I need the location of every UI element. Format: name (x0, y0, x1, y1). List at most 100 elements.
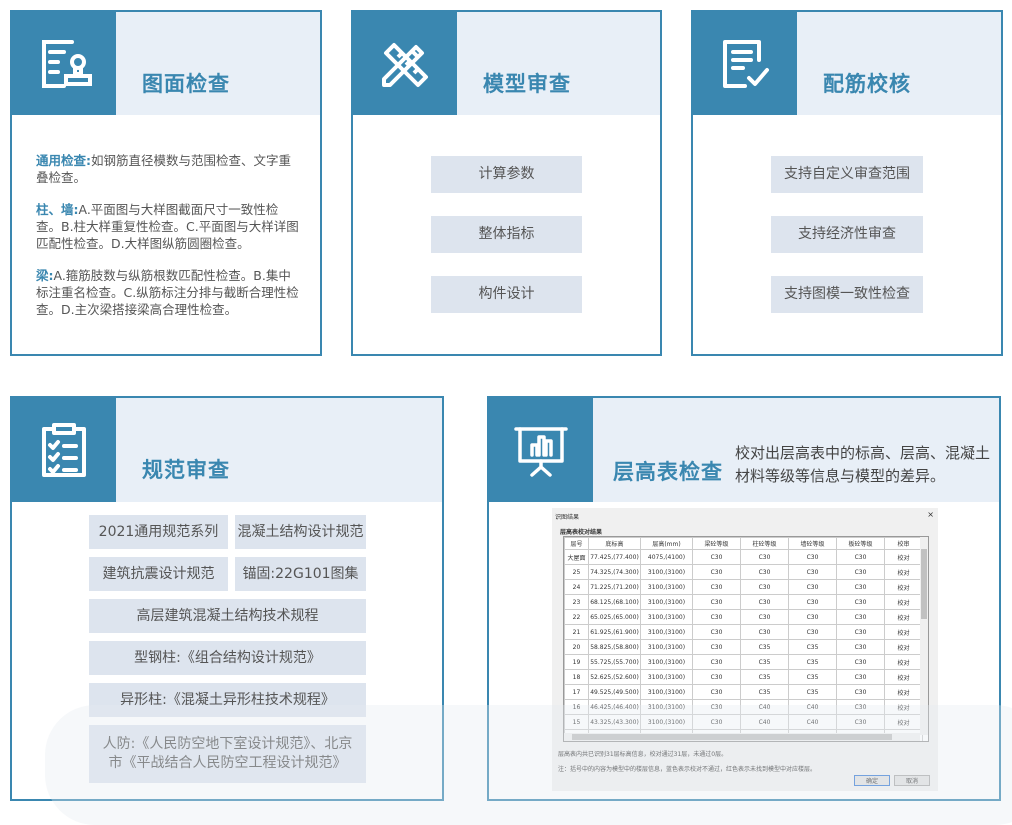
table-row[interactable]: 22 65.025,(65.000) 3100,(3100) C30 C30 C30 C30… (564, 609, 923, 625)
table-cell: C30 (836, 654, 885, 670)
vertical-scrollbar[interactable] (920, 537, 928, 735)
table-row[interactable]: 25 74.325,(74.300) 3100,(3100) C30 C30 C30 C30… (564, 564, 923, 580)
drawing-check-description: 通用检查:如钢筋直径模数与范围检查、文字重叠检查。 柱、墙:A.平面图与大样图截… (36, 152, 300, 333)
table-cell: 15 (564, 714, 589, 730)
table-cell: 校对 (884, 594, 923, 610)
summary-text: 层高表内共已识别31层标高信息，校对通过31层，未通过0层。 (558, 751, 728, 758)
table-row[interactable]: 15 43.325,(43.300) 3100,(3100) C30 C40 C40 C30… (564, 714, 923, 730)
table-cell: 21 (564, 624, 589, 640)
table-cell: C30 (788, 579, 837, 595)
table-cell: C30 (692, 549, 741, 565)
table-cell: 3100,(3100) (640, 564, 693, 580)
close-icon[interactable]: × (927, 510, 934, 519)
table-cell: 3100,(3100) (640, 609, 693, 625)
cancel-button[interactable]: 取消 (894, 775, 930, 786)
column-header[interactable]: 柱砼等级 (740, 537, 789, 550)
result-table: 层号 底标高 层高(mm) 梁砼等级 柱砼等级 墙砼等级 板砼等级 校审大屋面 77.425,(… (563, 536, 929, 742)
section-text: A.平面图与大样图截面尺寸一致性检查。B.柱大样重复性检查。C.平面图与大样详图… (36, 202, 299, 251)
table-cell: C30 (836, 549, 885, 565)
table-cell: C35 (788, 669, 837, 685)
table-cell: 3100,(3100) (640, 699, 693, 715)
table-cell: 大屋面 (564, 549, 589, 565)
horizontal-scrollbar[interactable] (564, 733, 920, 741)
table-cell: C40 (788, 699, 837, 715)
table-cell: C30 (836, 639, 885, 655)
table-cell: 24 (564, 579, 589, 595)
column-header[interactable]: 墙砼等级 (788, 537, 837, 550)
table-cell: 25 (564, 564, 589, 580)
table-row[interactable]: 21 61.925,(61.900) 3100,(3100) C30 C30 C30 C30… (564, 624, 923, 640)
code-item[interactable]: 型钢柱:《组合结构设计规范》 (89, 641, 366, 675)
column-header[interactable]: 层号 (564, 537, 589, 550)
ok-button[interactable]: 确定 (854, 775, 890, 786)
table-cell: 20 (564, 639, 589, 655)
table-cell: C35 (788, 639, 837, 655)
code-item[interactable]: 异形柱:《混凝土异形柱技术规程》 (89, 683, 366, 717)
code-item[interactable]: 高层建筑混凝土结构技术规程 (89, 599, 366, 633)
table-row[interactable]: 18 52.625,(52.600) 3100,(3100) C30 C35 C35 C30… (564, 669, 923, 685)
card-title: 模型审查 (483, 72, 571, 96)
table-cell: 23 (564, 594, 589, 610)
member-design-item[interactable]: 构件设计 (431, 276, 582, 313)
table-cell: C30 (740, 564, 789, 580)
table-cell: C30 (836, 699, 885, 715)
column-header[interactable]: 校审 (884, 537, 923, 550)
drawing-model-consistency-item[interactable]: 支持图模一致性检查 (771, 276, 923, 313)
table-cell: 77.425,(77.400) (588, 549, 641, 565)
table-row[interactable]: 20 58.825,(58.800) 3100,(3100) C30 C35 C35 C30… (564, 639, 923, 655)
table-row[interactable]: 24 71.225,(71.200) 3100,(3100) C30 C30 C30 C30… (564, 579, 923, 595)
table-cell: 校对 (884, 639, 923, 655)
column-header[interactable]: 板砼等级 (836, 537, 885, 550)
table-cell: 校对 (884, 699, 923, 715)
table-cell: 68.125,(68.100) (588, 594, 641, 610)
calc-params-item[interactable]: 计算参数 (431, 156, 582, 193)
table-cell: 46.425,(46.400) (588, 699, 641, 715)
table-cell: C30 (692, 699, 741, 715)
code-item[interactable]: 混凝土结构设计规范 (235, 515, 366, 549)
model-review-card: 模型审查 计算参数 整体指标 构件设计 (351, 10, 662, 356)
table-cell: C35 (740, 639, 789, 655)
custom-scope-item[interactable]: 支持自定义审查范围 (771, 156, 923, 193)
table-cell: 58.825,(58.800) (588, 639, 641, 655)
card-header: 配筋校核 (693, 12, 1001, 115)
table-cell: C30 (740, 594, 789, 610)
table-cell: 校对 (884, 624, 923, 640)
card-title: 图面检查 (142, 72, 230, 96)
group-label: 层高表校对结果 (560, 529, 603, 536)
card-title: 配筋校核 (823, 72, 911, 96)
overall-index-item[interactable]: 整体指标 (431, 216, 582, 253)
code-item[interactable]: 建筑抗震设计规范 (89, 557, 228, 591)
table-cell: C30 (692, 654, 741, 670)
table-cell: C40 (788, 714, 837, 730)
economy-review-item[interactable]: 支持经济性审查 (771, 216, 923, 253)
code-item[interactable]: 锚固:22G101图集 (235, 557, 366, 591)
recognition-result-dialog: 识图结果 × 层高表校对结果 层号 底标高 层高(mm) 梁砼等级 柱砼等级 墙砼等级 板砼… (552, 508, 938, 791)
column-header[interactable]: 底标高 (588, 537, 641, 550)
table-cell: 71.225,(71.200) (588, 579, 641, 595)
table-cell: C30 (692, 669, 741, 685)
clipboard-checklist-icon (12, 398, 116, 502)
table-cell: C30 (836, 624, 885, 640)
card-header: 规范审查 (12, 398, 442, 502)
table-cell: 49.525,(49.500) (588, 684, 641, 700)
table-cell: C30 (836, 564, 885, 580)
table-cell: C30 (692, 639, 741, 655)
presentation-chart-icon (489, 398, 593, 502)
table-row[interactable]: 16 46.425,(46.400) 3100,(3100) C30 C40 C40 C30… (564, 699, 923, 715)
drawing-check-card: 图面检查 通用检查:如钢筋直径模数与范围检查、文字重叠检查。 柱、墙:A.平面图… (10, 10, 322, 356)
table-cell: 18 (564, 669, 589, 685)
column-header[interactable]: 梁砼等级 (692, 537, 741, 550)
table-cell: 校对 (884, 684, 923, 700)
code-item[interactable]: 人防:《人民防空地下室设计规范》、北京市《平战结合人民防空工程设计规范》 (89, 725, 366, 783)
table-cell: C30 (692, 609, 741, 625)
table-cell: C30 (740, 609, 789, 625)
table-row[interactable]: 大屋面 77.425,(77.400) 4075,(4100) C30 C30 C30 C3… (564, 549, 923, 565)
table-cell: C30 (788, 594, 837, 610)
table-row[interactable]: 17 49.525,(49.500) 3100,(3100) C30 C35 C35 C30… (564, 684, 923, 700)
table-row[interactable]: 19 55.725,(55.700) 3100,(3100) C30 C35 C35 C30… (564, 654, 923, 670)
column-header[interactable]: 层高(mm) (640, 537, 693, 550)
card-header: 模型审查 (353, 12, 660, 115)
table-row[interactable]: 23 68.125,(68.100) 3100,(3100) C30 C30 C30 C30… (564, 594, 923, 610)
checklist-document-icon (693, 12, 797, 115)
code-item[interactable]: 2021通用规范系列 (89, 515, 228, 549)
